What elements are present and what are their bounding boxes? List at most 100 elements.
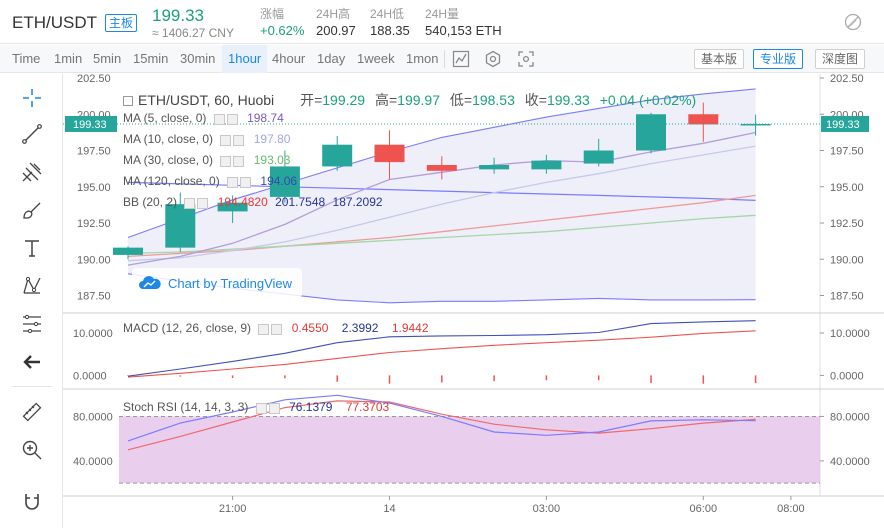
indicator-controls[interactable] <box>227 175 253 189</box>
interval-15min[interactable]: 15min <box>133 51 169 66</box>
indicator-value: 194.4820 <box>217 195 268 209</box>
time-tick-label: 06:00 <box>690 503 718 515</box>
price-chart[interactable]: 187.50 187.50 190.00 190.00 192.50 192.50 195.… <box>63 74 884 528</box>
price-tick-label-left: 202.50 <box>77 74 111 85</box>
back-arrow-icon[interactable] <box>20 350 44 374</box>
change-value: +0.04 (+0.02%) <box>599 92 697 108</box>
settings-icon[interactable] <box>213 114 225 126</box>
fullscreen-icon[interactable] <box>517 50 535 68</box>
price-tick-label: 192.50 <box>830 218 864 230</box>
interval-5min[interactable]: 5min <box>93 51 122 66</box>
interval-30min[interactable]: 30min <box>180 51 216 66</box>
current-price-badge-left <box>65 115 117 132</box>
indicator-controls[interactable] <box>220 133 246 147</box>
macd-tick-label: 10.0000 <box>830 328 870 340</box>
open-label: 开 <box>300 92 315 108</box>
stoch-band-fill <box>119 416 820 484</box>
ruler-icon[interactable] <box>20 400 44 424</box>
symbol-title[interactable]: ETH/USDT <box>12 13 97 32</box>
trendline-icon[interactable] <box>20 122 44 146</box>
settings-icon[interactable] <box>255 403 267 415</box>
indicator-controls[interactable] <box>184 196 210 210</box>
candle-body <box>636 114 666 151</box>
chart-type-icon[interactable] <box>452 50 470 68</box>
interval-4hour[interactable]: 4hour <box>272 51 306 66</box>
text-icon[interactable] <box>20 236 44 260</box>
close-value: 199.33 <box>546 92 590 108</box>
price-tick-label: 202.50 <box>830 74 864 85</box>
no-pencil-icon[interactable] <box>844 13 862 31</box>
macd-signal-line <box>127 330 756 378</box>
indicator-name: BB (20, 2) <box>123 195 178 209</box>
board-badge: 主板 <box>105 14 138 32</box>
current-price-label-left: 199.33 <box>73 119 107 131</box>
indicator-settings-icon[interactable] <box>484 50 502 68</box>
ticker-bar: ETH/USDT 主板 199.33 ≈ 1406.27 CNY 涨幅 +0.6… <box>0 0 884 44</box>
high-value: 199.97 <box>397 92 440 108</box>
candle-body <box>583 150 614 164</box>
stat-value: 200.97 <box>316 23 356 38</box>
settings-icon[interactable] <box>258 324 270 336</box>
indicator-name: MA (120, close, 0) <box>123 174 220 188</box>
interval-1mon[interactable]: 1mon <box>406 51 439 66</box>
indicator-value: 197.80 <box>253 132 291 146</box>
interval-1day[interactable]: 1day <box>317 51 346 66</box>
indicator-name: MA (5, close, 0) <box>123 111 207 125</box>
pro-version-button[interactable]: 专业版 <box>753 49 804 69</box>
stat-change: 涨幅 +0.62% <box>260 6 304 40</box>
ma30-legend: MA (30, close, 0) 193.03 <box>123 153 290 168</box>
indicator-value: 77.3703 <box>345 400 390 414</box>
price-tick-label: 187.50 <box>830 291 864 303</box>
settings-icon[interactable] <box>184 198 196 210</box>
depth-chart-button[interactable]: 深度图 <box>815 49 866 69</box>
indicator-value: 198.74 <box>247 111 284 125</box>
settings-icon[interactable] <box>227 177 239 189</box>
main-legend-title: ETH/USDT, 60, Huobi <box>138 92 275 108</box>
close-icon[interactable] <box>268 403 280 415</box>
candle-body <box>217 202 248 212</box>
price-tick-label-left: 192.50 <box>77 218 111 230</box>
interval-1hour[interactable]: 1hour <box>222 45 268 73</box>
basic-version-button[interactable]: 基本版 <box>694 49 745 69</box>
settings-icon[interactable] <box>220 156 232 168</box>
settings-icon[interactable] <box>220 135 232 147</box>
candle-body <box>426 165 457 171</box>
close-icon[interactable] <box>197 198 209 210</box>
close-icon[interactable] <box>233 156 245 168</box>
brush-icon[interactable] <box>20 198 44 222</box>
magnet-icon[interactable] <box>20 490 44 514</box>
measure-lines-icon[interactable] <box>20 312 44 336</box>
indicator-value: 1.9442 <box>391 321 429 335</box>
close-icon[interactable] <box>240 177 252 189</box>
crosshair-icon[interactable] <box>20 86 44 110</box>
pattern-icon[interactable] <box>20 274 44 298</box>
pitchfork-icon[interactable] <box>20 160 44 184</box>
macd-legend: MACD (12, 26, close, 9) 0.4550 2.3992 1.… <box>123 321 429 336</box>
close-label: 收 <box>524 92 539 108</box>
interval-time[interactable]: Time <box>12 51 41 66</box>
stoch-d-line <box>127 400 756 451</box>
candle-body <box>740 123 771 126</box>
interval-1min[interactable]: 1min <box>54 51 83 66</box>
tradingview-watermark[interactable]: Chart by TradingView <box>132 268 303 298</box>
indicator-controls[interactable] <box>213 112 240 126</box>
close-icon[interactable] <box>226 114 238 126</box>
price-tick-label: 190.00 <box>830 254 864 266</box>
collapse-icon[interactable] <box>123 96 133 107</box>
toolbar-divider <box>444 50 445 68</box>
stat-label: 24H低 <box>370 7 405 21</box>
close-icon[interactable] <box>271 324 283 336</box>
stoch-tick-label: 40.0000 <box>830 456 870 468</box>
candle-body <box>479 165 510 170</box>
indicator-controls[interactable] <box>255 401 282 415</box>
indicator-controls[interactable] <box>258 322 284 336</box>
zoom-in-icon[interactable] <box>20 438 44 462</box>
low-value: 198.53 <box>472 92 515 108</box>
macd-tick-label-left: 0.0000 <box>73 370 107 382</box>
stat-high: 24H高 200.97 <box>316 6 356 40</box>
close-icon[interactable] <box>233 135 245 147</box>
time-tick-label: 08:00 <box>777 503 805 515</box>
interval-1week[interactable]: 1week <box>357 51 395 66</box>
indicator-value: 201.7548 <box>275 195 326 209</box>
indicator-controls[interactable] <box>220 154 246 168</box>
